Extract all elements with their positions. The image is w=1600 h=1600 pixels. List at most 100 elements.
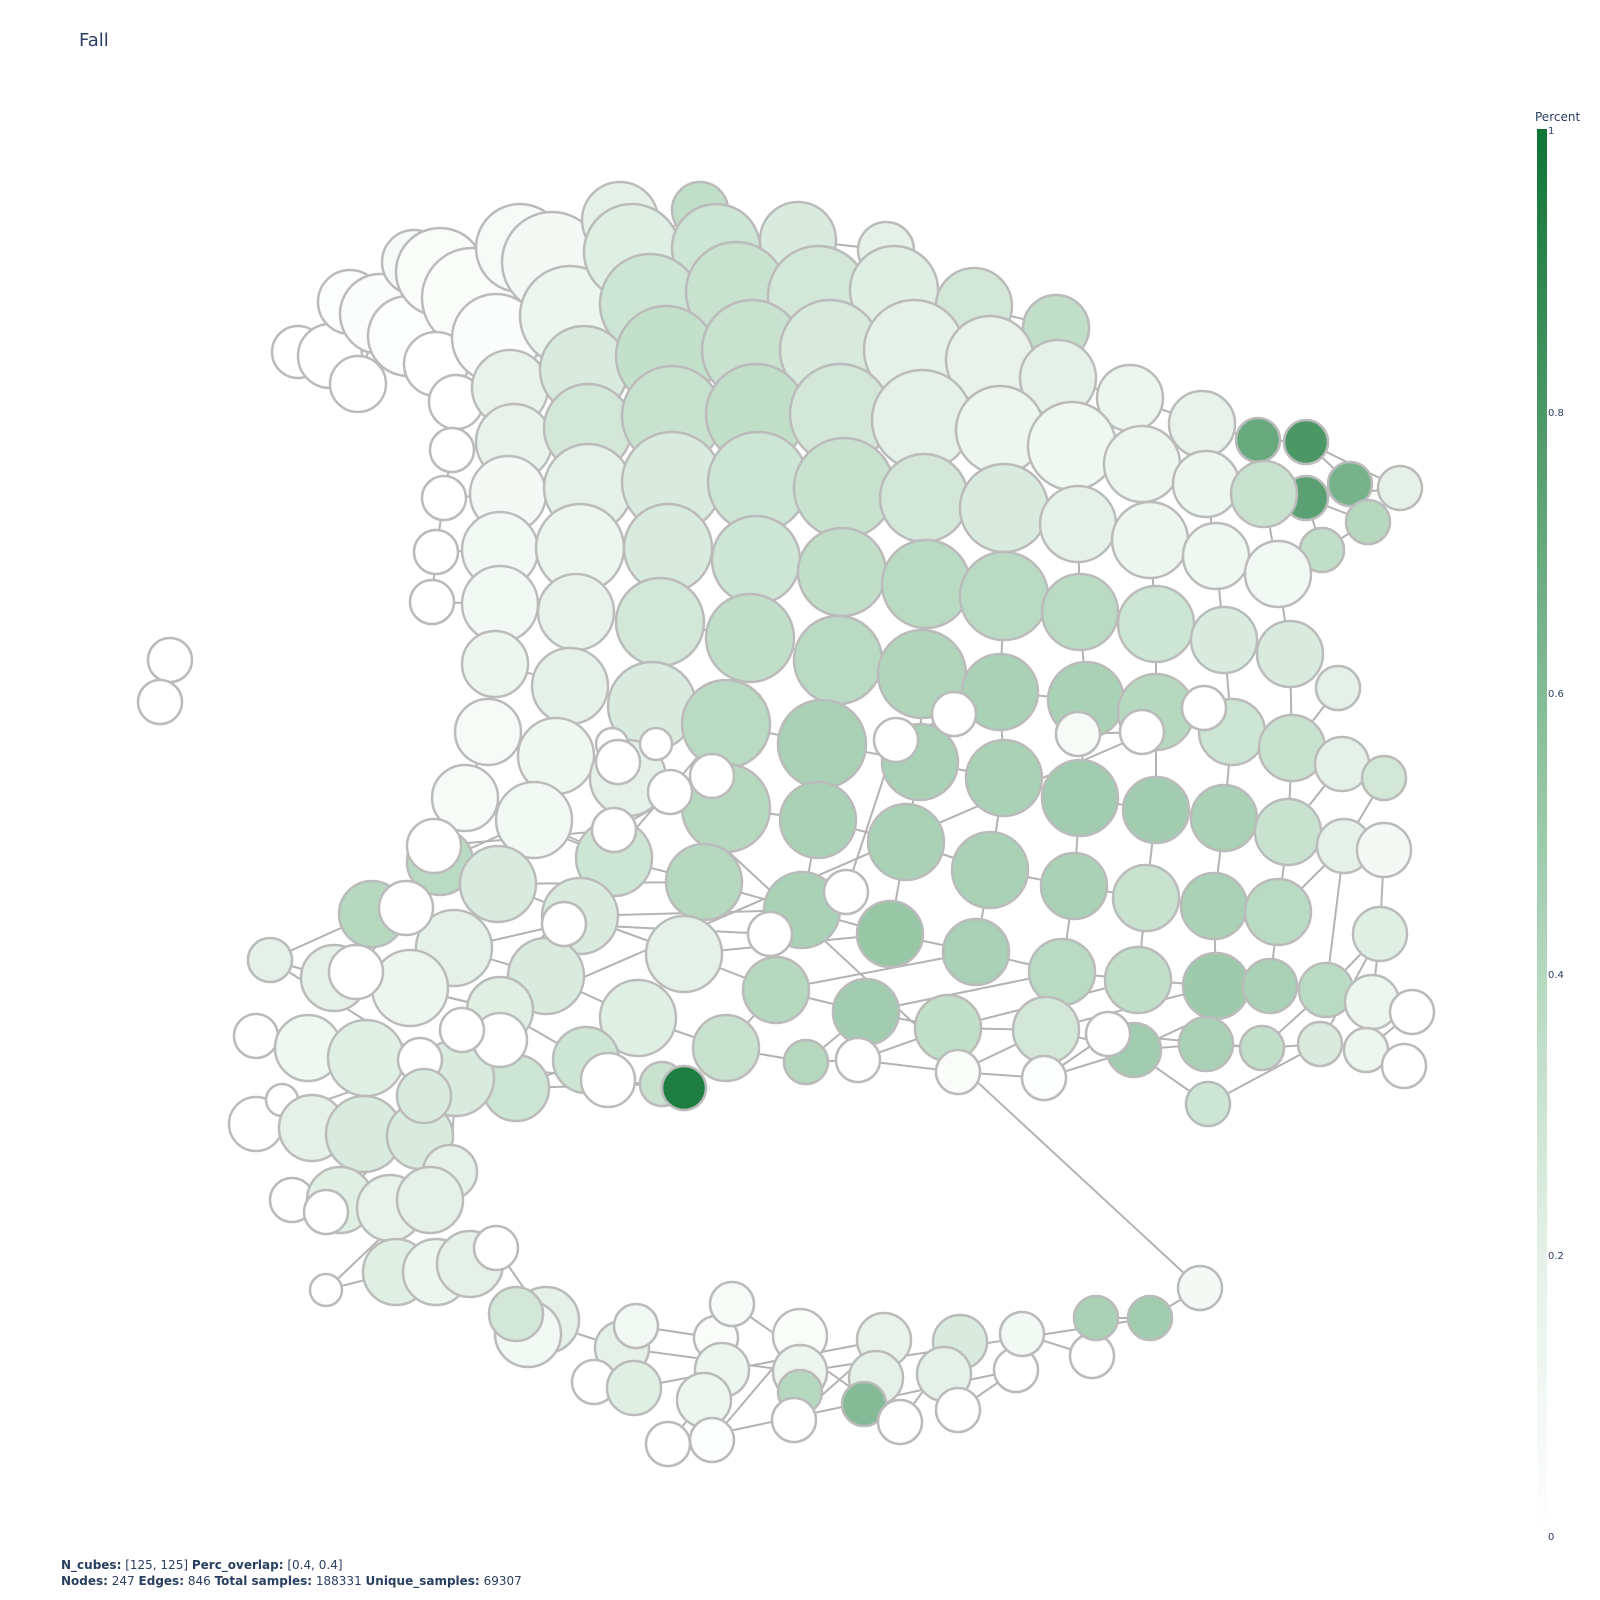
graph-node[interactable] — [408, 578, 456, 626]
graph-node[interactable] — [646, 768, 694, 816]
graph-node[interactable] — [1038, 484, 1118, 564]
graph-node[interactable] — [691, 1013, 761, 1083]
graph-node[interactable] — [1177, 1015, 1235, 1073]
graph-node[interactable] — [680, 678, 772, 770]
graph-node[interactable] — [770, 1396, 818, 1444]
graph-node[interactable] — [1189, 783, 1259, 853]
graph-node[interactable] — [328, 354, 388, 414]
graph-node[interactable] — [1011, 995, 1081, 1065]
graph-node[interactable] — [934, 1048, 982, 1096]
graph-node[interactable] — [941, 917, 1011, 987]
graph-node[interactable] — [1102, 424, 1182, 504]
graph-node[interactable] — [1039, 851, 1109, 921]
graph-node[interactable] — [704, 592, 796, 684]
graph-node[interactable] — [1355, 821, 1413, 879]
graph-node[interactable] — [776, 698, 868, 790]
graph-node[interactable] — [872, 716, 920, 764]
graph-node[interactable] — [605, 1359, 663, 1417]
graph-node[interactable] — [638, 726, 674, 762]
graph-node[interactable] — [1180, 684, 1228, 732]
graph-node[interactable] — [710, 514, 802, 606]
graph-node[interactable] — [778, 780, 858, 860]
graph-node[interactable] — [950, 830, 1030, 910]
graph-node[interactable] — [326, 1018, 406, 1098]
graph-node[interactable] — [412, 528, 460, 576]
graph-node[interactable] — [1189, 605, 1259, 675]
graph-node[interactable] — [930, 690, 978, 738]
graph-node[interactable] — [453, 697, 523, 767]
graph-node[interactable] — [708, 1280, 756, 1328]
graph-node[interactable] — [660, 1064, 708, 1112]
graph-node[interactable] — [1243, 539, 1313, 609]
graph-node[interactable] — [688, 752, 736, 800]
graph-node[interactable] — [1241, 957, 1299, 1015]
graph-node[interactable] — [1344, 498, 1392, 546]
graph-node[interactable] — [1296, 1020, 1344, 1068]
graph-node[interactable] — [594, 738, 642, 786]
graph-node[interactable] — [644, 914, 724, 994]
graph-node[interactable] — [1040, 758, 1120, 838]
graph-node[interactable] — [395, 1165, 465, 1235]
graph-node[interactable] — [590, 806, 638, 854]
graph-node[interactable] — [1084, 1010, 1132, 1058]
graph-node[interactable] — [370, 948, 450, 1028]
graph-node[interactable] — [540, 900, 588, 948]
graph-node[interactable] — [1181, 521, 1251, 591]
graph-node[interactable] — [302, 1188, 350, 1236]
graph-node[interactable] — [792, 436, 896, 540]
graph-node[interactable] — [438, 1006, 486, 1054]
graph-node[interactable] — [1326, 460, 1374, 508]
graph-node[interactable] — [308, 1272, 344, 1308]
graph-node[interactable] — [1314, 664, 1362, 712]
graph-node[interactable] — [1234, 416, 1282, 464]
graph-node[interactable] — [246, 936, 294, 984]
graph-node[interactable] — [1103, 945, 1173, 1015]
graph-node[interactable] — [1229, 459, 1299, 529]
graph-node[interactable] — [420, 474, 468, 522]
graph-node[interactable] — [1380, 1042, 1428, 1090]
graph-node[interactable] — [1040, 572, 1120, 652]
graph-node[interactable] — [487, 1285, 545, 1343]
graph-node[interactable] — [782, 1038, 830, 1086]
graph-node[interactable] — [579, 1051, 637, 1109]
graph-node[interactable] — [1282, 418, 1330, 466]
graph-node[interactable] — [855, 899, 925, 969]
graph-node[interactable] — [598, 978, 678, 1058]
graph-node[interactable] — [1020, 1054, 1068, 1102]
graph-node[interactable] — [536, 572, 616, 652]
graph-node[interactable] — [834, 1036, 882, 1084]
graph-node[interactable] — [1116, 584, 1196, 664]
graph-node[interactable] — [1110, 500, 1190, 580]
graph-node[interactable] — [1026, 400, 1118, 492]
graph-node[interactable] — [146, 636, 194, 684]
graph-node[interactable] — [934, 1386, 982, 1434]
graph-node[interactable] — [822, 868, 870, 916]
graph-node[interactable] — [1253, 797, 1323, 867]
graph-node[interactable] — [831, 977, 901, 1047]
graph-node[interactable] — [1167, 389, 1237, 459]
graph-node[interactable] — [866, 802, 946, 882]
graph-node[interactable] — [1121, 775, 1191, 845]
graph-node[interactable] — [1054, 710, 1102, 758]
graph-node[interactable] — [428, 426, 476, 474]
graph-node[interactable] — [998, 1310, 1046, 1358]
graph-node[interactable] — [1351, 905, 1409, 963]
graph-node[interactable] — [1181, 951, 1251, 1021]
graph-node[interactable] — [1360, 754, 1408, 802]
graph-node[interactable] — [958, 462, 1050, 554]
graph-node[interactable] — [136, 678, 184, 726]
graph-node[interactable] — [614, 576, 706, 668]
graph-node[interactable] — [1176, 1264, 1224, 1312]
graph-node[interactable] — [460, 629, 530, 699]
graph-node[interactable] — [1238, 1024, 1286, 1072]
graph-node[interactable] — [377, 879, 435, 937]
graph-node[interactable] — [792, 614, 884, 706]
graph-node[interactable] — [1118, 708, 1166, 756]
graph-node[interactable] — [964, 738, 1044, 818]
graph-node[interactable] — [644, 1420, 692, 1468]
graph-node[interactable] — [664, 842, 744, 922]
graph-node[interactable] — [1255, 619, 1325, 689]
graph-node[interactable] — [494, 780, 574, 860]
graph-node[interactable] — [1243, 877, 1313, 947]
graph-node[interactable] — [1027, 937, 1097, 1007]
